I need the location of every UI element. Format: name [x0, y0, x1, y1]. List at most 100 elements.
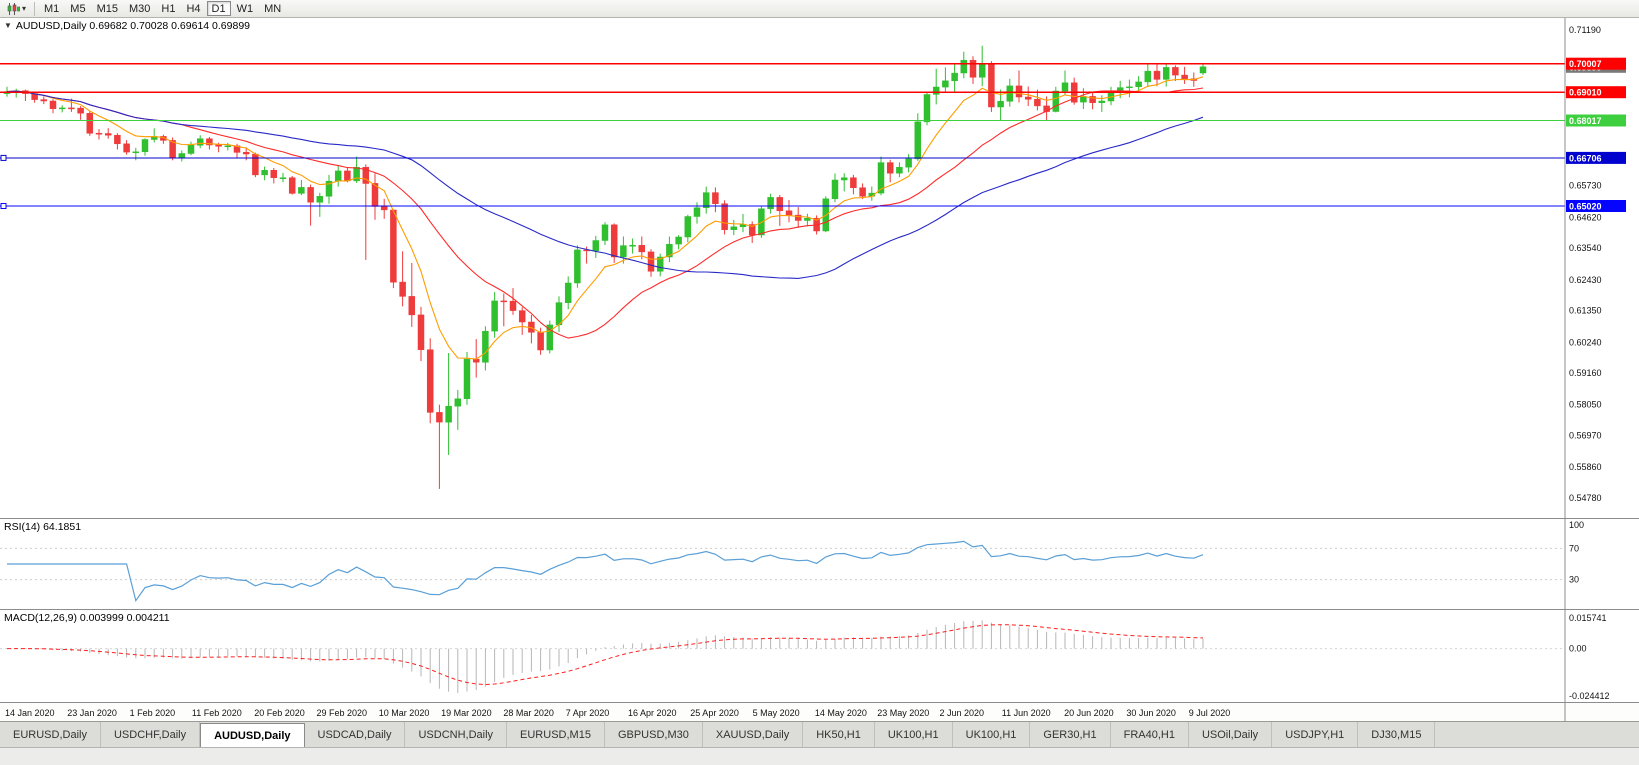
- candle[interactable]: [114, 133, 121, 150]
- candle[interactable]: [840, 173, 848, 192]
- candle[interactable]: [482, 326, 489, 371]
- tab-uk100-h1[interactable]: UK100,H1: [953, 722, 1031, 747]
- ma-mid-line[interactable]: [6, 87, 1204, 339]
- candle[interactable]: [252, 152, 259, 178]
- candle[interactable]: [951, 63, 958, 93]
- candle[interactable]: [279, 172, 287, 183]
- candle[interactable]: [86, 111, 94, 136]
- candle[interactable]: [58, 105, 66, 113]
- candle[interactable]: [601, 222, 609, 245]
- tab-eurusd-daily[interactable]: EURUSD,Daily: [0, 722, 101, 747]
- candle[interactable]: [831, 173, 839, 203]
- candle[interactable]: [95, 129, 103, 140]
- candle[interactable]: [675, 235, 682, 250]
- tab-usdcnh-daily[interactable]: USDCNH,Daily: [405, 722, 508, 747]
- tab-usoil-daily[interactable]: USOil,Daily: [1189, 722, 1273, 747]
- candle[interactable]: [1181, 66, 1188, 84]
- candle[interactable]: [500, 293, 508, 327]
- chart-type-menu-button[interactable]: ▾: [3, 1, 30, 17]
- candle[interactable]: [969, 56, 977, 84]
- candle[interactable]: [68, 98, 75, 112]
- rsi-canvas[interactable]: 100 70 30: [0, 519, 1639, 609]
- macd-panel[interactable]: 0.015741 0.00 -0.024412 MACD(12,26,9) 0.00…: [0, 610, 1639, 702]
- macd-background[interactable]: [0, 610, 1639, 702]
- tab-fra40-h1[interactable]: FRA40,H1: [1111, 722, 1189, 747]
- candle[interactable]: [767, 193, 774, 214]
- main-chart-canvas[interactable]: 0.71190 0.65730 0.64620 0.63540 0.62430 0.613…: [0, 18, 1639, 518]
- timeframe-d1-button[interactable]: D1: [206, 1, 231, 16]
- panel-separator[interactable]: [0, 609, 1639, 610]
- candle[interactable]: [886, 159, 894, 183]
- candle[interactable]: [1034, 89, 1041, 111]
- chart-background[interactable]: [0, 18, 1639, 518]
- candle[interactable]: [896, 162, 903, 178]
- candle[interactable]: [804, 213, 811, 227]
- candle[interactable]: [298, 180, 305, 196]
- candle[interactable]: [426, 338, 434, 424]
- candle[interactable]: [932, 68, 940, 105]
- candle[interactable]: [776, 195, 784, 226]
- candle[interactable]: [1061, 70, 1069, 96]
- candle[interactable]: [288, 176, 296, 195]
- candle[interactable]: [629, 238, 636, 254]
- tab-ger30-h1[interactable]: GER30,H1: [1030, 722, 1111, 747]
- candle[interactable]: [40, 96, 48, 105]
- candle[interactable]: [196, 135, 204, 149]
- candle[interactable]: [1015, 70, 1023, 103]
- candle[interactable]: [141, 138, 149, 156]
- candle[interactable]: [1162, 63, 1170, 87]
- timeframe-m1-button[interactable]: M1: [44, 3, 60, 15]
- candle[interactable]: [1126, 79, 1133, 98]
- tab-xauusd-daily[interactable]: XAUUSD,Daily: [703, 722, 804, 747]
- candle[interactable]: [794, 207, 802, 228]
- rsi-svg[interactable]: 100 70 30: [0, 519, 1639, 609]
- candle[interactable]: [491, 292, 498, 338]
- hline-handle[interactable]: [0, 154, 7, 161]
- candle[interactable]: [905, 154, 912, 173]
- candle[interactable]: [1135, 76, 1142, 93]
- tab-usdcad-daily[interactable]: USDCAD,Daily: [305, 722, 406, 747]
- candle[interactable]: [417, 306, 425, 362]
- candle[interactable]: [509, 288, 517, 315]
- ma-fast-line[interactable]: [6, 76, 1204, 360]
- candle[interactable]: [316, 192, 324, 217]
- candle[interactable]: [49, 99, 57, 114]
- candle[interactable]: [564, 276, 572, 310]
- candle[interactable]: [445, 353, 452, 455]
- timeframe-w1-button[interactable]: W1: [236, 3, 254, 15]
- candle[interactable]: [353, 156, 360, 183]
- rsi-panel[interactable]: 100 70 30 RSI(14) 64.1851: [0, 519, 1639, 609]
- candle[interactable]: [123, 140, 130, 155]
- candle[interactable]: [104, 128, 112, 139]
- macd-signal-line[interactable]: [7, 624, 1204, 686]
- candle[interactable]: [77, 106, 84, 120]
- candle[interactable]: [666, 236, 673, 263]
- candle[interactable]: [390, 209, 397, 289]
- time-axis[interactable]: 14 Jan 2020 23 Jan 2020 1 Feb 2020 11 Feb 2…: [0, 702, 1639, 722]
- rsi-background[interactable]: [0, 519, 1639, 609]
- candle[interactable]: [270, 168, 278, 184]
- timeframe-h4-button[interactable]: H4: [186, 3, 201, 15]
- candle[interactable]: [620, 236, 627, 264]
- candle[interactable]: [702, 186, 710, 214]
- candle[interactable]: [684, 214, 692, 243]
- tab-usdjpy-h1[interactable]: USDJPY,H1: [1272, 722, 1359, 747]
- timeframe-mn-button[interactable]: MN: [264, 3, 282, 15]
- rsi-line[interactable]: [7, 540, 1204, 603]
- candle[interactable]: [647, 249, 655, 277]
- chart-collapse-icon[interactable]: ▼: [4, 21, 12, 30]
- candle[interactable]: [307, 184, 314, 226]
- candle[interactable]: [574, 245, 581, 288]
- candle[interactable]: [914, 113, 922, 161]
- tab-uk100-h1[interactable]: UK100,H1: [875, 722, 953, 747]
- candle[interactable]: [1172, 65, 1179, 81]
- candle[interactable]: [362, 164, 370, 260]
- macd-svg[interactable]: 0.015741 0.00 -0.024412: [0, 610, 1639, 702]
- candle[interactable]: [859, 183, 866, 200]
- candle[interactable]: [325, 174, 333, 204]
- timeframe-m15-button[interactable]: M15: [96, 3, 118, 15]
- main-chart-panel[interactable]: 0.71190 0.65730 0.64620 0.63540 0.62430 0.613…: [0, 18, 1639, 518]
- candle[interactable]: [546, 320, 554, 354]
- candle[interactable]: [610, 223, 618, 263]
- timeframe-h1-button[interactable]: H1: [161, 3, 176, 15]
